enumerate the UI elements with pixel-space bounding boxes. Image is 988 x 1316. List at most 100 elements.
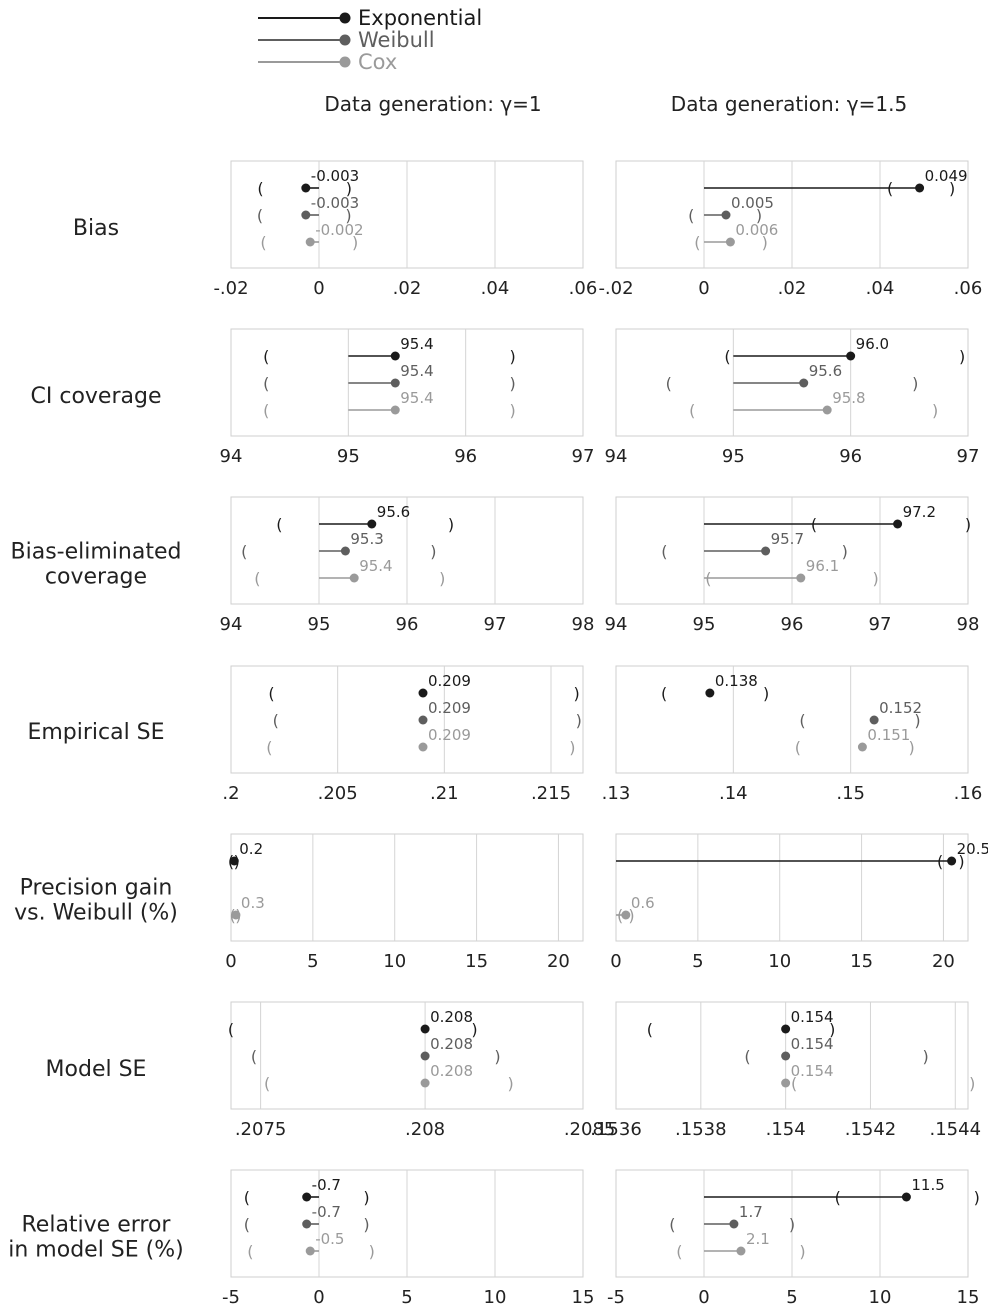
ci-upper-bracket: ) [872,569,878,588]
ci-lower-bracket: ( [264,1074,270,1093]
point-exponential: () -0.7 [244,1176,370,1207]
tick-label: .04 [866,278,895,299]
point-marker [302,1219,312,1229]
data-label: -0.003 [311,194,359,212]
ci-lower-bracket: ( [689,401,695,420]
column-header: Data generation: γ=1.5 [671,92,907,116]
point-marker [947,856,957,866]
ci-upper-bracket: ) [912,374,918,393]
ci-upper-bracket: ) [914,711,920,730]
point-exponential: () 97.2 [704,503,971,534]
panel: -.02 0.02.04.06()-0.003()-0.003()-0.002 [213,160,597,299]
tick-label: 0 [610,951,621,972]
ci-upper-bracket: ) [346,179,352,198]
panel: .13.14.15.16()0.138()0.152()0.151 [602,665,982,804]
tick-label: .2 [222,783,239,804]
point-marker [420,1078,430,1088]
point-exponential: ()20.5 [616,840,988,871]
point-weibull: () 0.154 [744,1035,928,1066]
data-label: 2.1 [746,1230,770,1248]
tick-label: 5 [786,1287,797,1308]
data-label: 0.151 [867,726,910,744]
tick-label: 20 [932,951,955,972]
ci-lower-bracket: ( [669,1215,675,1234]
ci-upper-bracket: ) [509,374,515,393]
tick-label: 94 [220,446,243,467]
data-label: 95.4 [400,362,433,380]
legend-label: Cox [358,50,397,74]
point-weibull: ()0.005 [688,194,774,225]
ci-upper-bracket: ) [509,401,515,420]
panel: -5 0 5 10 15 () 11.5 () 1.7 () 2.1 [607,1169,980,1308]
point-cox: () -0.5 [247,1230,375,1261]
point-marker [705,688,715,698]
tick-label: .2085 [564,1119,616,1140]
legend-swatch-dot [339,56,351,68]
ci-lower-bracket: ( [260,233,266,252]
tick-label: 0 [313,1287,324,1308]
point-marker [781,1024,791,1034]
row-label: in model SE (%) [8,1238,183,1263]
legend-swatch-dot [339,34,351,46]
data-label: 97.2 [903,503,936,521]
point-exponential: ()0.2 [228,840,263,871]
row-label: Relative error [22,1213,172,1238]
point-cox: ()0.3 [230,894,265,925]
point-exponential: () 0.209 [268,672,579,703]
ci-lower-bracket: ( [887,179,893,198]
tick-label: 96 [839,446,862,467]
row-label: CI coverage [31,384,162,409]
panel-row: Bias-.02 0.02.04.06()-0.003()-0.003()-0.0… [73,160,982,299]
point-marker [418,742,428,752]
tick-label: .21 [430,783,459,804]
ci-lower-bracket: ( [263,401,269,420]
point-cox: () 2.1 [676,1230,805,1261]
point-weibull: () 95.4 [263,362,516,393]
data-label: 0.049 [925,167,968,185]
point-marker [822,405,832,415]
legend-item-exponential: Exponential [258,6,482,30]
ci-lower-bracket: ( [666,374,672,393]
ci-upper-bracket: ) [829,1020,835,1039]
data-label: 96.0 [856,335,889,353]
tick-label: 10 [383,951,406,972]
ci-lower-bracket: ( [661,684,667,703]
point-cox: () 0.208 [264,1062,514,1093]
ci-lower-bracket: ( [263,374,269,393]
data-label: 95.8 [832,389,865,407]
ci-lower-bracket: ( [257,206,263,225]
tick-label: -5 [607,1287,625,1308]
ci-upper-bracket: ) [439,569,445,588]
data-label: 0.005 [731,194,774,212]
point-cox: () 0.209 [266,726,575,757]
data-label: 95.6 [809,362,842,380]
point-marker [305,237,315,247]
tick-label: 0 [225,951,236,972]
legend-swatch-dot [339,12,351,24]
panel: .2075.208.2085()0.208()0.208()0.208 [228,1001,616,1140]
data-label: 0.154 [791,1008,834,1026]
point-cox: ()-0.002 [260,221,363,252]
row-label: Empirical SE [27,720,164,745]
ci-lower-bracket: ( [276,515,282,534]
panel-row: Model SE.2075.208.2085()0.208()0.208()0.… [46,1001,981,1140]
point-marker [761,546,771,556]
point-marker [390,405,400,415]
point-marker [418,715,428,725]
ci-upper-bracket: ) [471,1020,477,1039]
ci-upper-bracket: ) [922,1047,928,1066]
data-label: 20.5 [957,840,988,858]
data-label: 95.3 [350,530,383,548]
tick-label: 95 [693,614,716,635]
row-label: Model SE [46,1057,147,1082]
column-header: Data generation: γ=1 [324,92,541,116]
panel-frame [230,1001,584,1110]
ci-lower-bracket: ( [676,1242,682,1261]
tick-label: 97 [957,446,980,467]
tick-label: 97 [869,614,892,635]
ci-upper-bracket: ) [363,1215,369,1234]
row-label: vs. Weibull (%) [14,901,178,926]
ci-upper-bracket: ) [369,1242,375,1261]
